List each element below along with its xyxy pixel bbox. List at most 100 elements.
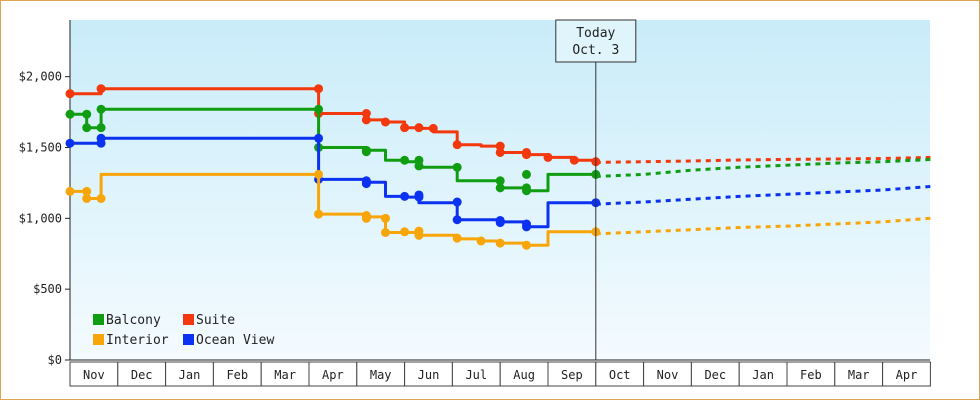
series-suite [65,84,931,167]
data-point [361,109,371,118]
month-cell [595,361,645,387]
legend-label: Suite [196,313,235,328]
data-point [314,104,324,114]
data-point [314,209,324,219]
data-point [414,230,424,240]
data-point [82,123,92,133]
data-point [495,147,505,157]
data-point [569,155,579,165]
month-cell [69,361,119,387]
x-tick-label: Jan [179,368,201,382]
legend-swatch [93,334,104,345]
data-point [452,140,462,150]
month-cell [356,361,406,387]
x-tick-label: Nov [83,368,105,382]
data-point [495,238,505,248]
month-cell [165,361,214,387]
legend-item-ocean-view: Ocean View [183,333,274,348]
month-cell [738,361,788,387]
month-cell [499,361,549,387]
legend-label: Ocean View [196,333,274,348]
x-tick-label: Sep [561,368,583,382]
x-tick-label: Jan [752,368,774,382]
data-point [65,138,75,148]
legend: Balcony Suite Interior Ocean View [93,313,274,348]
month-cell [212,361,262,387]
y-axis: $0 $500 $1,000 $1,500 $2,000 [19,20,71,367]
month-cell [308,361,358,387]
month-cell [260,361,310,387]
y-tick-label: $500 [33,282,62,296]
data-point [495,183,505,193]
data-point [495,176,505,186]
data-point [96,194,106,203]
data-point [414,192,424,202]
data-point [400,227,410,237]
data-point [521,240,531,250]
data-point [314,133,324,143]
legend-item-suite: Suite [183,313,235,328]
data-point [476,236,486,246]
month-cell [451,361,501,387]
month-cell [404,361,453,387]
data-point [495,218,505,228]
data-point [428,123,438,133]
x-tick-label: Jun [418,368,440,382]
x-tick-label: Jul [465,368,487,382]
today-label: Today [576,26,615,41]
month-cell [834,361,884,387]
data-point [414,161,424,171]
legend-swatch [183,334,194,345]
data-point [96,84,106,94]
data-point [414,123,424,133]
legend-swatch [183,314,194,325]
x-tick-label: Nov [657,368,679,382]
data-point [82,194,92,203]
data-point [400,191,410,201]
y-tick-label: $0 [48,353,62,367]
data-point [543,152,553,162]
data-point [82,109,92,119]
data-point [521,150,531,160]
data-point [521,169,531,179]
data-point [96,104,106,114]
x-tick-label: Mar [848,368,870,382]
x-tick-label: Aug [513,368,535,382]
y-tick-label: $1,000 [19,211,62,225]
data-point [82,186,92,196]
data-point [380,228,390,237]
month-cell [690,361,740,387]
x-tick-label: Oct [609,368,631,382]
x-tick-label: Feb [800,368,822,382]
month-cell [643,361,692,387]
month-cell [882,361,931,387]
data-point [521,222,531,232]
data-point [361,213,371,223]
data-point [65,89,75,99]
y-tick-label: $1,500 [19,141,62,155]
data-point [452,162,462,172]
data-point [96,133,106,143]
data-point [361,115,371,125]
today-box [555,19,637,63]
data-point [65,186,75,196]
y-tick-label: $2,000 [19,70,62,84]
legend-item-interior: Interior [93,333,169,348]
x-tick-label: Dec [131,368,153,382]
legend-label: Interior [106,333,169,348]
today-marker: Today Oct. 3 [555,19,637,360]
x-tick-label: Mar [274,368,296,382]
legend-item-balcony: Balcony [93,313,161,328]
data-point [380,117,390,127]
data-point [400,123,410,133]
x-axis: Nov Dec Jan Feb Mar Apr May Jun Jul Aug Sep Oct Nov D… [69,359,931,387]
data-point [361,147,371,157]
series-ocean-view [65,133,931,232]
today-date: Oct. 3 [572,43,619,58]
data-point [314,84,324,94]
month-cell [786,361,836,387]
x-tick-label: Feb [226,368,248,382]
series-layer [65,84,931,250]
month-cell [117,361,167,387]
legend-swatch [93,314,104,325]
